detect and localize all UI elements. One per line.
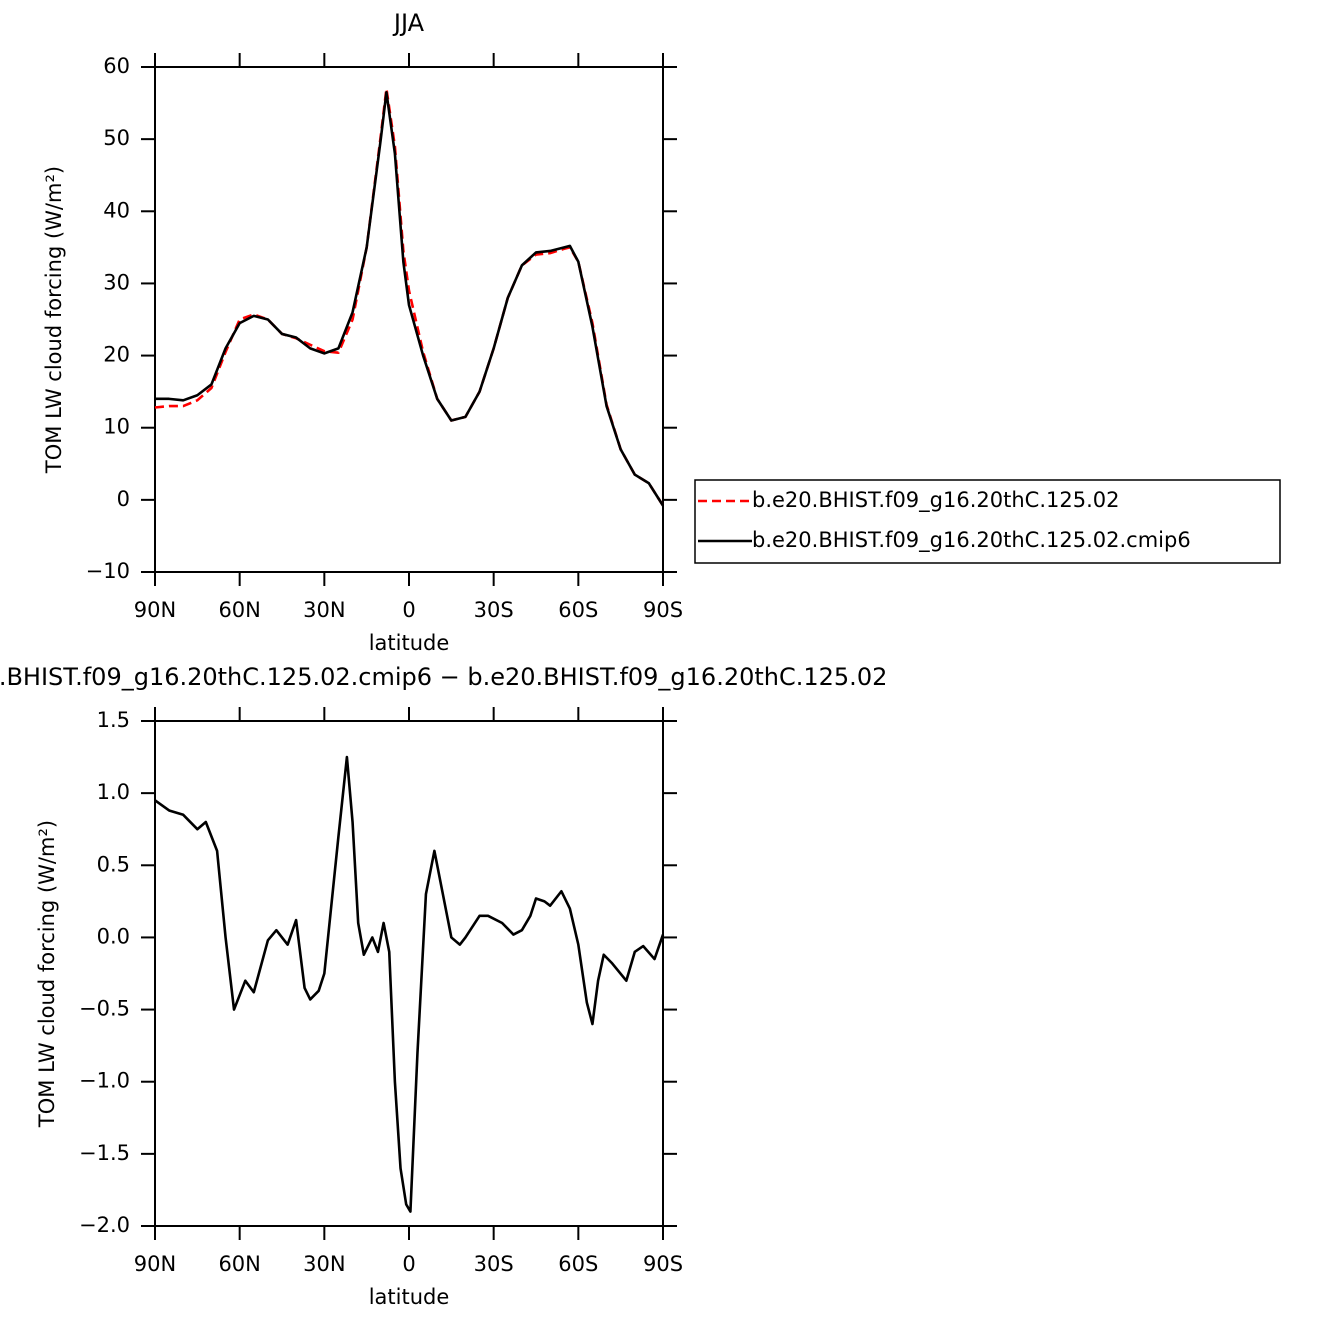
chart-title: b.e20.BHIST.f09_g16.20thC.125.02.cmip6 −… (0, 663, 887, 691)
x-tick-label: 60N (218, 598, 260, 622)
plot-frame (154, 66, 664, 573)
y-tick-label: 1.0 (97, 780, 130, 804)
chart-title: JJA (392, 9, 425, 37)
x-axis-label: latitude (369, 1285, 450, 1309)
y-tick-label: 50 (103, 126, 130, 150)
y-axis-label: TOM LW cloud forcing (W/m²) (35, 820, 59, 1128)
y-tick-label: 1.5 (97, 708, 130, 732)
x-tick-label: 90S (643, 1252, 683, 1276)
y-tick-label: 0.5 (97, 852, 130, 876)
y-tick-label: 10 (103, 415, 130, 439)
y-tick-label: −1.0 (79, 1069, 130, 1093)
legend-label: b.e20.BHIST.f09_g16.20thC.125.02 (752, 488, 1119, 513)
legend-box (694, 479, 1281, 564)
y-tick-label: 0 (117, 487, 130, 511)
y-tick-label: 40 (103, 198, 130, 222)
data-line (155, 90, 665, 507)
y-tick-label: −1.5 (79, 1141, 130, 1165)
plot-frame (154, 720, 664, 1227)
y-axis-label: TOM LW cloud forcing (W/m²) (42, 166, 66, 474)
x-tick-label: 30N (303, 1252, 345, 1276)
y-tick-label: −0.5 (79, 997, 130, 1021)
x-tick-label: 90N (134, 1252, 176, 1276)
y-tick-label: 0.0 (97, 924, 130, 948)
y-tick-label: 60 (103, 54, 130, 78)
y-tick-label: 20 (103, 343, 130, 367)
x-tick-label: 0 (402, 598, 415, 622)
x-tick-label: 0 (402, 1252, 415, 1276)
x-tick-label: 90S (643, 598, 683, 622)
x-tick-label: 30S (474, 598, 514, 622)
y-tick-label: −10 (86, 559, 130, 583)
y-tick-label: −2.0 (79, 1213, 130, 1237)
data-line (154, 755, 665, 1213)
x-tick-label: 30N (303, 598, 345, 622)
x-tick-label: 60S (558, 1252, 598, 1276)
x-tick-label: 30S (474, 1252, 514, 1276)
y-tick-label: 30 (103, 270, 130, 294)
x-tick-label: 60N (218, 1252, 260, 1276)
legend-label: b.e20.BHIST.f09_g16.20thC.125.02.cmip6 (752, 528, 1191, 553)
x-axis-label: latitude (369, 631, 450, 655)
x-tick-label: 60S (558, 598, 598, 622)
x-tick-label: 90N (134, 598, 176, 622)
